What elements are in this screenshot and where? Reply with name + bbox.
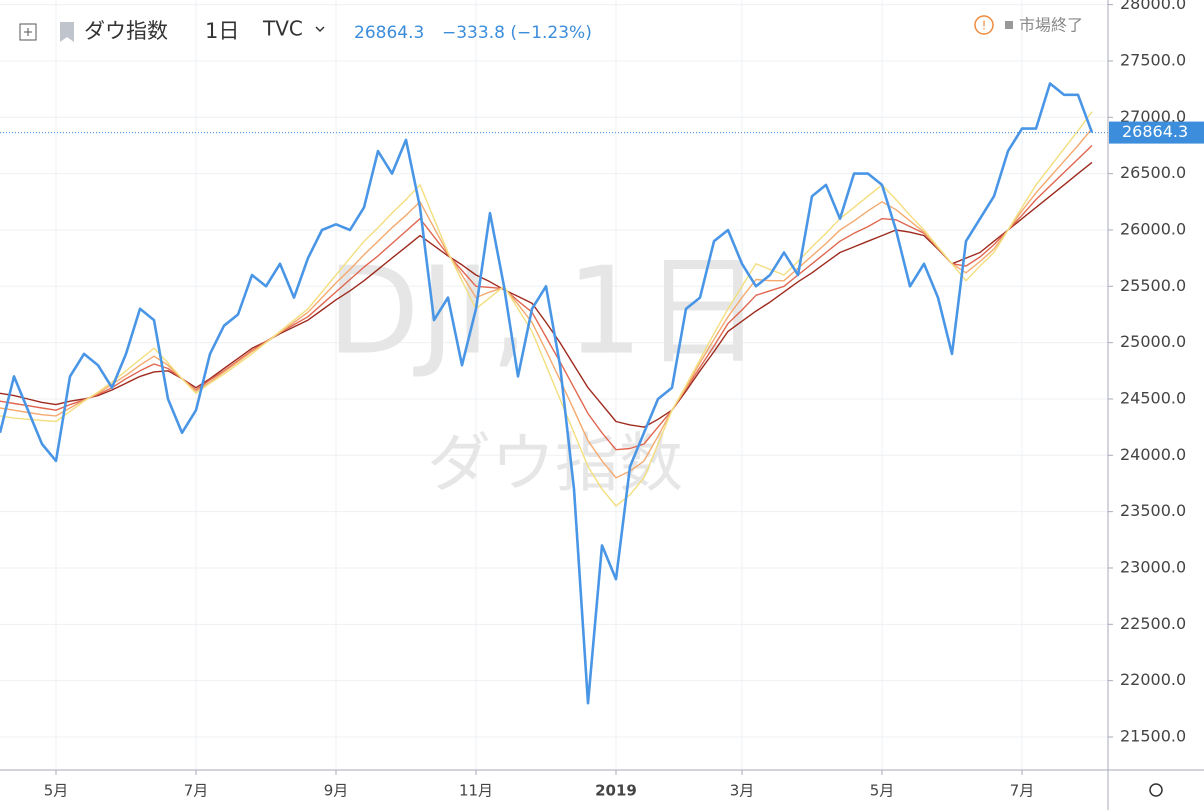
- y-tick-label: 23500.0: [1120, 501, 1186, 520]
- y-tick-label: 28000.0: [1120, 0, 1186, 13]
- y-tick-label: 22000.0: [1120, 670, 1186, 689]
- y-tick-label: 21500.0: [1120, 726, 1186, 745]
- exchange[interactable]: TVC: [262, 17, 303, 41]
- alert-mark: !: [982, 19, 987, 33]
- watermark-name: ダウ指数: [427, 428, 683, 502]
- last-price-box: [1109, 121, 1204, 144]
- y-tick-label: 24000.0: [1120, 445, 1186, 464]
- y-tick-label: 22500.0: [1120, 614, 1186, 633]
- last-price-label: 26864.3: [1122, 122, 1188, 141]
- status-dot: [1005, 21, 1013, 29]
- last-price: 26864.3: [354, 23, 424, 43]
- settings-icon[interactable]: [1149, 783, 1163, 797]
- change: −333.8 (−1.23%): [442, 23, 592, 43]
- status: 市場終了: [1019, 16, 1083, 35]
- grid: [0, 0, 1108, 770]
- dropdown-icon[interactable]: [315, 26, 325, 33]
- x-tick-label: 9月: [324, 782, 349, 800]
- x-tick-label: 5月: [44, 782, 69, 800]
- add-icon[interactable]: [19, 23, 37, 41]
- y-tick-label: 25000.0: [1120, 332, 1186, 351]
- axes: 21500.0 22000.0 22500.0 23000.0 23500.0 24000…: [44, 0, 1204, 800]
- interval[interactable]: 1日: [205, 19, 239, 43]
- x-tick-label: 7月: [184, 782, 209, 800]
- y-tick-label: 23000.0: [1120, 557, 1186, 576]
- x-tick-label: 5月: [870, 782, 895, 800]
- flag-icon: [60, 22, 74, 42]
- y-tick-label: 26000.0: [1120, 219, 1186, 238]
- y-tick-label: 24500.0: [1120, 388, 1186, 407]
- series-line: [0, 82, 1094, 705]
- y-tick-label: 26500.0: [1120, 163, 1186, 182]
- y-tick-label: 27000.0: [1120, 107, 1186, 126]
- y-tick-label: 27500.0: [1120, 50, 1186, 69]
- alert-icon[interactable]: [974, 15, 994, 35]
- x-tick-label: 2019: [595, 782, 637, 800]
- x-tick-label: 3月: [730, 782, 755, 800]
- series-line: [0, 111, 1093, 507]
- watermark-symbol: DJI, 1日: [327, 243, 763, 382]
- y-tick-label: 25500.0: [1120, 276, 1186, 295]
- symbol[interactable]: ダウ指数: [84, 19, 168, 43]
- x-tick-label: 7月: [1010, 782, 1035, 800]
- x-tick-label: 11月: [459, 782, 493, 800]
- plot: [0, 82, 1108, 705]
